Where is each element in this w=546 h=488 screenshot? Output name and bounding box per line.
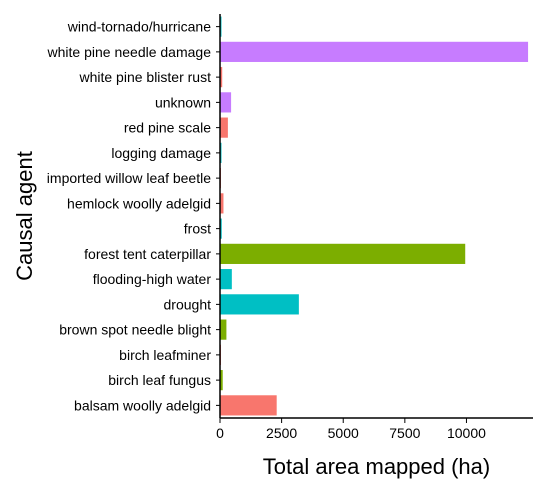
bar <box>220 67 223 88</box>
category-label: red pine scale <box>124 120 211 136</box>
bar <box>220 370 223 391</box>
x-axis-ticks: 0 2500 5000 7500 10000 <box>216 418 486 441</box>
y-axis-title: Causal agent <box>12 151 37 281</box>
bar <box>220 117 228 138</box>
bars-group <box>220 16 529 416</box>
category-label: brown spot needle blight <box>59 322 211 338</box>
category-label: forest tent caterpillar <box>84 246 211 262</box>
bar <box>220 294 299 315</box>
category-label: white pine blister rust <box>78 69 211 85</box>
category-label: hemlock woolly adelgid <box>67 195 211 211</box>
x-tick-label: 5000 <box>328 425 359 441</box>
category-label: balsam woolly adelgid <box>74 397 211 413</box>
x-tick-label: 7500 <box>389 425 420 441</box>
category-label: flooding-high water <box>93 271 212 287</box>
bar <box>220 243 466 264</box>
category-labels: wind-tornado/hurricane white pine needle … <box>47 19 212 414</box>
category-label: unknown <box>155 94 211 110</box>
bar <box>220 193 224 214</box>
category-label: logging damage <box>111 145 211 161</box>
bar <box>220 269 232 290</box>
bar <box>220 319 227 340</box>
x-tick-label: 2500 <box>266 425 297 441</box>
bar <box>220 395 277 416</box>
category-label: white pine needle damage <box>47 44 212 60</box>
x-tick-label: 0 <box>216 425 224 441</box>
x-tick-label: 10000 <box>447 425 486 441</box>
category-label: frost <box>184 221 211 237</box>
category-label: birch leafminer <box>119 347 211 363</box>
category-label: imported willow leaf beetle <box>47 170 211 186</box>
category-label: wind-tornado/hurricane <box>67 19 211 35</box>
category-label: birch leaf fungus <box>108 372 211 388</box>
category-label: drought <box>164 296 212 312</box>
bar <box>220 92 232 113</box>
x-axis-title: Total area mapped (ha) <box>263 454 490 479</box>
bar <box>220 41 529 62</box>
bar <box>220 218 222 239</box>
